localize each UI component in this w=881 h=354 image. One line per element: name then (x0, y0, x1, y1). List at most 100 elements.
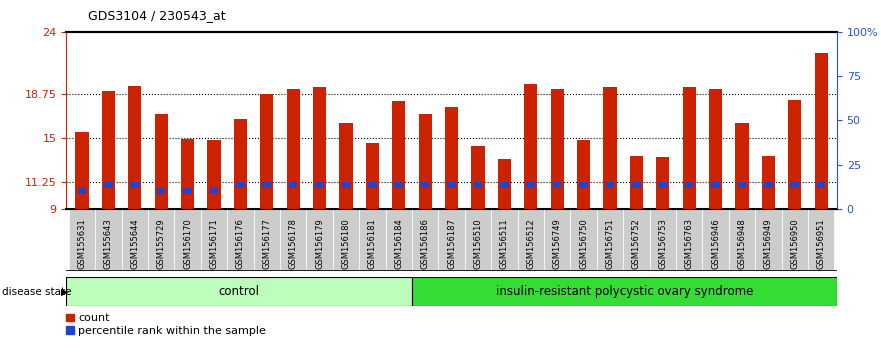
Text: GSM156949: GSM156949 (764, 218, 773, 269)
Text: GSM156948: GSM156948 (737, 218, 746, 269)
Text: GSM156946: GSM156946 (711, 218, 720, 269)
Bar (630, 156, 643, 209)
Bar (392, 102, 405, 209)
Bar (500, 182, 508, 188)
Bar (69, 209, 95, 271)
Bar (386, 209, 412, 271)
Bar (471, 146, 485, 209)
Bar (412, 209, 439, 271)
Text: GSM155729: GSM155729 (157, 218, 166, 269)
Bar (683, 87, 696, 209)
Text: insulin-resistant polycystic ovary syndrome: insulin-resistant polycystic ovary syndr… (496, 285, 753, 298)
Bar (101, 91, 115, 209)
Bar (656, 157, 670, 209)
Bar (464, 209, 491, 271)
Bar (280, 209, 307, 271)
Bar (632, 182, 640, 188)
Bar (729, 209, 755, 271)
Bar (623, 209, 649, 271)
Text: GSM156749: GSM156749 (552, 218, 561, 269)
Text: ▶: ▶ (61, 287, 69, 297)
Bar (181, 139, 194, 209)
Bar (183, 188, 192, 194)
Bar (263, 182, 271, 188)
Bar (95, 209, 122, 271)
Bar (421, 182, 429, 188)
Bar (711, 182, 720, 188)
Bar (524, 84, 537, 209)
Bar (128, 86, 141, 209)
Bar (418, 114, 432, 209)
Text: GSM156171: GSM156171 (210, 218, 218, 269)
Text: GSM156184: GSM156184 (394, 218, 403, 269)
Text: GSM156512: GSM156512 (526, 218, 536, 269)
Text: GSM156170: GSM156170 (183, 218, 192, 269)
Text: GSM156763: GSM156763 (685, 218, 693, 269)
Bar (207, 141, 220, 209)
Bar (527, 182, 535, 188)
Bar (122, 209, 148, 271)
Bar (313, 87, 326, 209)
Bar (649, 209, 676, 271)
Bar (815, 53, 828, 209)
Bar (603, 87, 617, 209)
Bar (685, 182, 693, 188)
Text: GSM156186: GSM156186 (420, 218, 430, 269)
Bar (104, 182, 113, 188)
Bar (551, 88, 564, 209)
Bar (260, 94, 273, 209)
Bar (236, 182, 245, 188)
Text: GSM156750: GSM156750 (579, 218, 588, 269)
Bar (307, 209, 333, 271)
Bar (339, 123, 352, 209)
Text: GSM156751: GSM156751 (605, 218, 614, 269)
Bar (411, 277, 837, 306)
Text: GSM156951: GSM156951 (817, 218, 825, 269)
Text: GSM156511: GSM156511 (500, 218, 509, 269)
Bar (605, 182, 614, 188)
Text: GDS3104 / 230543_at: GDS3104 / 230543_at (88, 9, 226, 22)
Bar (201, 209, 227, 271)
Text: disease state: disease state (2, 287, 71, 297)
Bar (570, 209, 596, 271)
Bar (702, 209, 729, 271)
Bar (658, 182, 667, 188)
Bar (66, 277, 411, 306)
Bar (445, 107, 458, 209)
Bar (233, 119, 247, 209)
Bar (762, 156, 775, 209)
Text: control: control (218, 285, 259, 298)
Bar (552, 182, 561, 188)
Text: GSM156176: GSM156176 (236, 218, 245, 269)
Bar (781, 209, 808, 271)
Bar (366, 143, 379, 209)
Text: GSM156950: GSM156950 (790, 218, 799, 269)
Bar (498, 159, 511, 209)
Bar (491, 209, 517, 271)
Text: GSM156510: GSM156510 (473, 218, 483, 269)
Bar (517, 209, 544, 271)
Bar (736, 123, 749, 209)
Bar (75, 132, 88, 209)
Bar (368, 182, 376, 188)
Text: GSM156179: GSM156179 (315, 218, 324, 269)
Bar (286, 88, 300, 209)
Text: GSM156177: GSM156177 (263, 218, 271, 269)
Bar (474, 182, 482, 188)
Text: GSM156178: GSM156178 (289, 218, 298, 269)
Bar (395, 182, 403, 188)
Bar (289, 182, 298, 188)
Bar (448, 182, 455, 188)
Bar (439, 209, 464, 271)
Bar (544, 209, 570, 271)
Bar (709, 88, 722, 209)
Bar (315, 182, 324, 188)
Bar (764, 182, 773, 188)
Bar (359, 209, 386, 271)
Bar (788, 100, 802, 209)
Bar (130, 182, 139, 188)
Bar (227, 209, 254, 271)
Bar (755, 209, 781, 271)
Text: GSM156181: GSM156181 (367, 218, 377, 269)
Bar (154, 114, 167, 209)
